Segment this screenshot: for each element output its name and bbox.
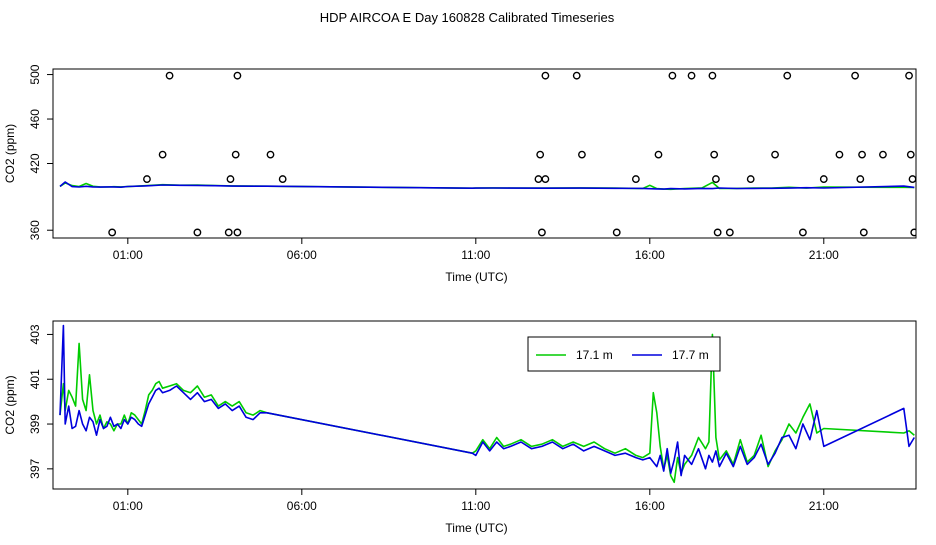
scatter-point bbox=[835, 150, 844, 159]
x-tick-label: 01:00 bbox=[113, 499, 143, 513]
scatter-point bbox=[193, 228, 202, 237]
y-tick-label: 500 bbox=[28, 64, 42, 84]
scatter-point bbox=[710, 150, 719, 159]
scatter-point bbox=[771, 150, 779, 159]
scatter-point bbox=[231, 150, 240, 159]
scatter-point bbox=[158, 150, 167, 159]
x-axis-label: Time (UTC) bbox=[445, 521, 507, 535]
scatter-point bbox=[612, 228, 621, 237]
scatter-point bbox=[108, 228, 117, 237]
scatter-point bbox=[856, 175, 865, 183]
scatter-point bbox=[713, 228, 722, 237]
scatter-point bbox=[908, 175, 916, 183]
y-axis-label: CO2 (ppm) bbox=[3, 375, 17, 434]
x-tick-label: 01:00 bbox=[113, 248, 143, 262]
legend-box bbox=[527, 336, 721, 372]
scatter-point bbox=[799, 228, 807, 237]
y-tick-label: 399 bbox=[28, 414, 42, 434]
x-axis-label: Time (UTC) bbox=[445, 270, 507, 284]
y-axis-label: CO2 (ppm) bbox=[3, 124, 17, 183]
scatter-point bbox=[233, 228, 242, 237]
scatter-point bbox=[687, 71, 696, 80]
scatter-point bbox=[165, 71, 174, 80]
scatter-point bbox=[712, 175, 720, 183]
scatter-point bbox=[708, 71, 717, 80]
y-tick-label: 397 bbox=[28, 459, 42, 479]
plot-area bbox=[59, 71, 916, 237]
scatter-point bbox=[905, 71, 913, 80]
scatter-point bbox=[538, 228, 546, 237]
scatter-point bbox=[541, 71, 550, 80]
y-tick-label: 360 bbox=[28, 220, 42, 240]
series-line-b bbox=[59, 324, 915, 477]
x-tick-label: 11:00 bbox=[461, 248, 490, 262]
x-tick-label: 16:00 bbox=[635, 499, 665, 513]
x-tick-label: 21:00 bbox=[809, 499, 839, 513]
scatter-point bbox=[858, 150, 866, 159]
scatter-point bbox=[668, 71, 677, 80]
scatter-point bbox=[631, 175, 640, 183]
scatter-point bbox=[725, 228, 734, 237]
scatter-point bbox=[278, 175, 287, 183]
x-tick-label: 06:00 bbox=[287, 499, 317, 513]
y-tick-label: 401 bbox=[28, 369, 42, 389]
scatter-point bbox=[851, 71, 860, 80]
scatter-point bbox=[233, 71, 242, 80]
y-tick-label: 403 bbox=[28, 324, 42, 344]
scatter-point bbox=[910, 228, 916, 237]
legend-entry: 17.7 m bbox=[672, 348, 709, 362]
scatter-point bbox=[536, 150, 545, 159]
y-tick-label: 420 bbox=[28, 153, 42, 173]
y-tick-label: 460 bbox=[28, 109, 42, 129]
scatter-point bbox=[578, 150, 586, 159]
scatter-point bbox=[572, 71, 581, 80]
scatter-point bbox=[266, 150, 275, 159]
scatter-point bbox=[819, 175, 828, 183]
scatter-point bbox=[143, 175, 151, 183]
series-line-a bbox=[59, 333, 915, 484]
legend: 17.1 m 17.7 m bbox=[527, 336, 721, 372]
x-tick-label: 11:00 bbox=[461, 499, 490, 513]
scatter-point bbox=[879, 150, 887, 159]
scatter-point bbox=[654, 150, 663, 159]
plot-frame bbox=[52, 320, 917, 490]
plot-frame bbox=[52, 68, 917, 239]
scatter-point bbox=[859, 228, 868, 237]
x-tick-label: 21:00 bbox=[809, 248, 839, 262]
scatter-point bbox=[534, 175, 543, 183]
bottom-panel: 01:00 06:00 11:00 16:00 21:00 397 399 401 403 Tim… bbox=[3, 320, 917, 535]
scatter-point bbox=[541, 175, 550, 183]
chart-title: HDP AIRCOA E Day 160828 Calibrated Times… bbox=[320, 10, 615, 25]
scatter-point bbox=[783, 71, 792, 80]
scatter-point bbox=[226, 175, 235, 183]
series-line-b bbox=[59, 181, 915, 190]
scatter-point bbox=[906, 150, 915, 159]
top-panel: 01:00 06:00 11:00 16:00 21:00 360 420 460 500 Tim… bbox=[3, 64, 917, 284]
legend-entry: 17.1 m bbox=[576, 348, 613, 362]
scatter-point bbox=[746, 175, 755, 183]
x-tick-label: 06:00 bbox=[287, 248, 317, 262]
plot-area bbox=[59, 324, 915, 484]
scatter-point bbox=[224, 228, 233, 237]
x-tick-label: 16:00 bbox=[635, 248, 665, 262]
